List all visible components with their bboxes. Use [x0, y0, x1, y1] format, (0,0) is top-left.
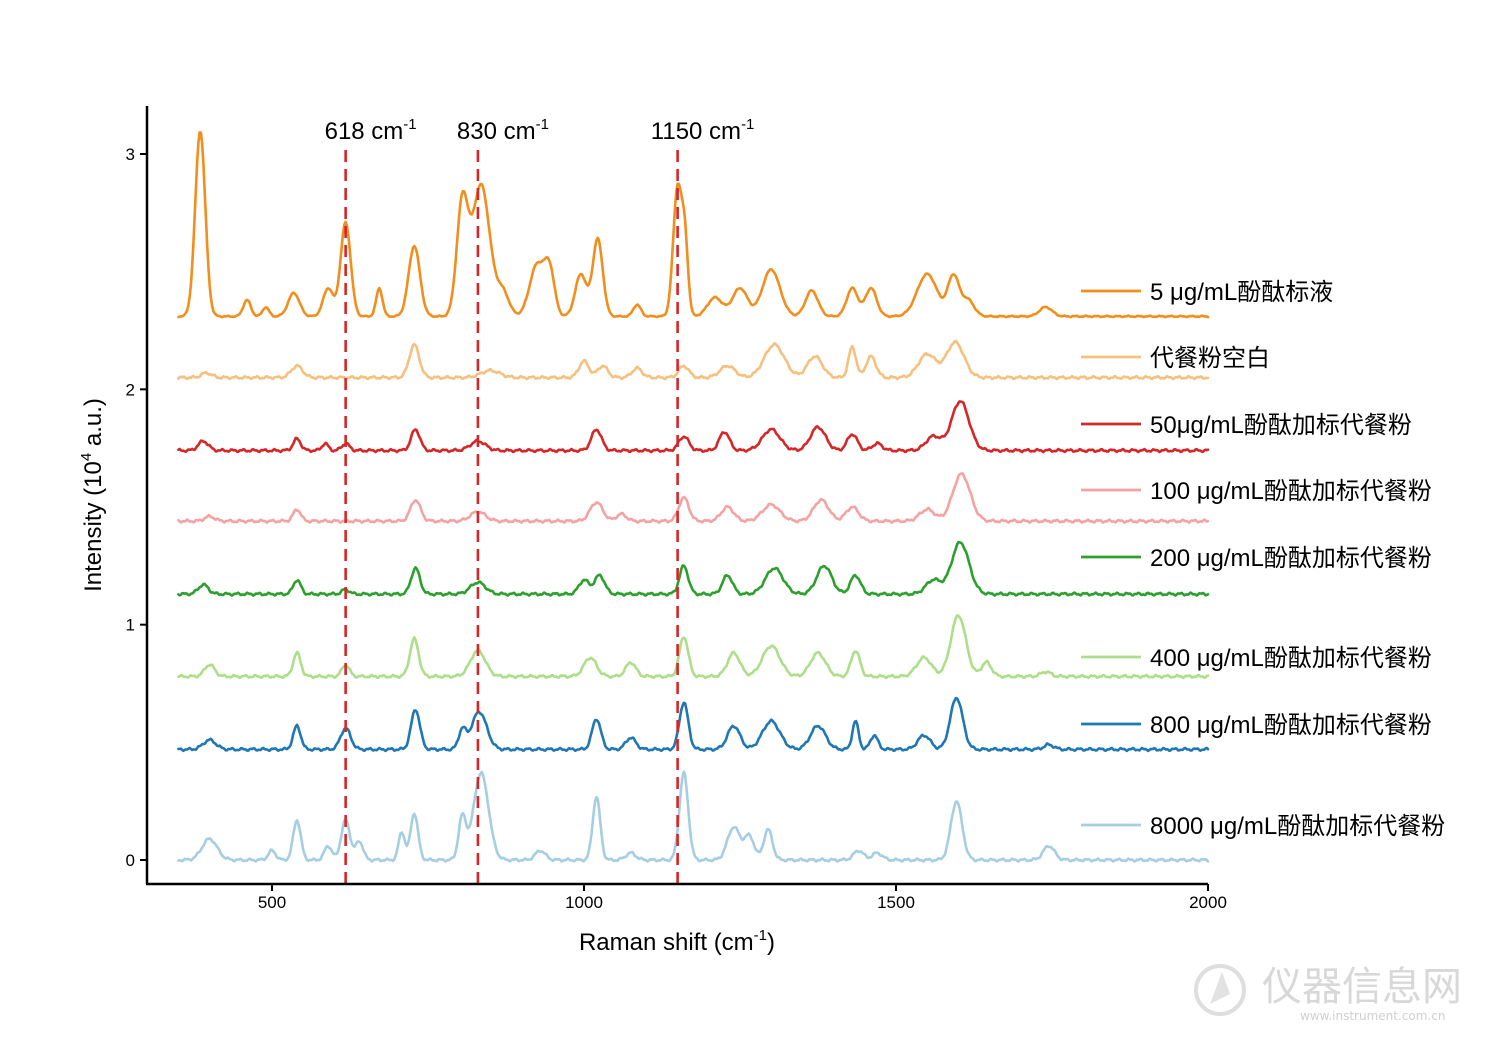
watermark: 仪器信息网 www.instrument.com.cn: [1194, 964, 1462, 1023]
series-line-3: [177, 472, 1210, 524]
y-axis-title: Intensity (104 a.u.): [78, 398, 107, 592]
x-tick-label-1500: 1500: [877, 893, 915, 912]
legend-label-4: 200 μg/mL酚酞加标代餐粉: [1150, 545, 1432, 572]
x-axis-title: Raman shift (cm-1): [579, 927, 775, 956]
series-line-7: [177, 770, 1210, 863]
series-line-5: [177, 614, 1210, 680]
series-line-1: [177, 339, 1210, 381]
x-tick-label-2000: 2000: [1189, 893, 1227, 912]
y-tick-label-1: 1: [126, 616, 135, 635]
peak-marker-label-830: 830 cm-1: [457, 116, 549, 145]
series-line-0: [177, 131, 1210, 319]
peak-marker-label-1150: 1150 cm-1: [651, 116, 755, 145]
x-tick-label-1000: 1000: [565, 893, 603, 912]
series-line-4: [177, 540, 1210, 597]
legend-label-1: 代餐粉空白: [1150, 345, 1270, 372]
legend-label-5: 400 μg/mL酚酞加标代餐粉: [1150, 645, 1432, 672]
series-group: [177, 131, 1210, 863]
x-tick-label-500: 500: [258, 893, 286, 912]
y-tick-group: 0 1 2 3: [126, 145, 147, 870]
legend-label-7: 8000 μg/mL酚酞加标代餐粉: [1150, 813, 1445, 840]
legend-label-3: 100 μg/mL酚酞加标代餐粉: [1150, 478, 1432, 505]
watermark-url: www.instrument.com.cn: [1300, 1009, 1445, 1023]
watermark-text: 仪器信息网: [1262, 964, 1462, 1010]
watermark-logo-icon: [1194, 964, 1246, 1016]
plot-area: 618 cm-1 830 cm-1 1150 cm-1: [177, 116, 1210, 884]
series-line-6: [177, 696, 1210, 753]
y-tick-label-0: 0: [126, 851, 135, 870]
y-tick-label-3: 3: [126, 145, 135, 164]
series-line-2: [177, 400, 1210, 454]
legend-label-2: 50μg/mL酚酞加标代餐粉: [1150, 412, 1412, 439]
y-tick-label-2: 2: [126, 380, 135, 399]
peak-marker-label-618: 618 cm-1: [325, 116, 417, 145]
x-tick-group: 500 1000 1500 2000: [258, 884, 1227, 912]
legend-label-6: 800 μg/mL酚酞加标代餐粉: [1150, 712, 1432, 739]
legend-label-0: 5 μg/mL酚酞标液: [1150, 279, 1333, 306]
peak-marker-group: 618 cm-1 830 cm-1 1150 cm-1: [325, 116, 755, 884]
